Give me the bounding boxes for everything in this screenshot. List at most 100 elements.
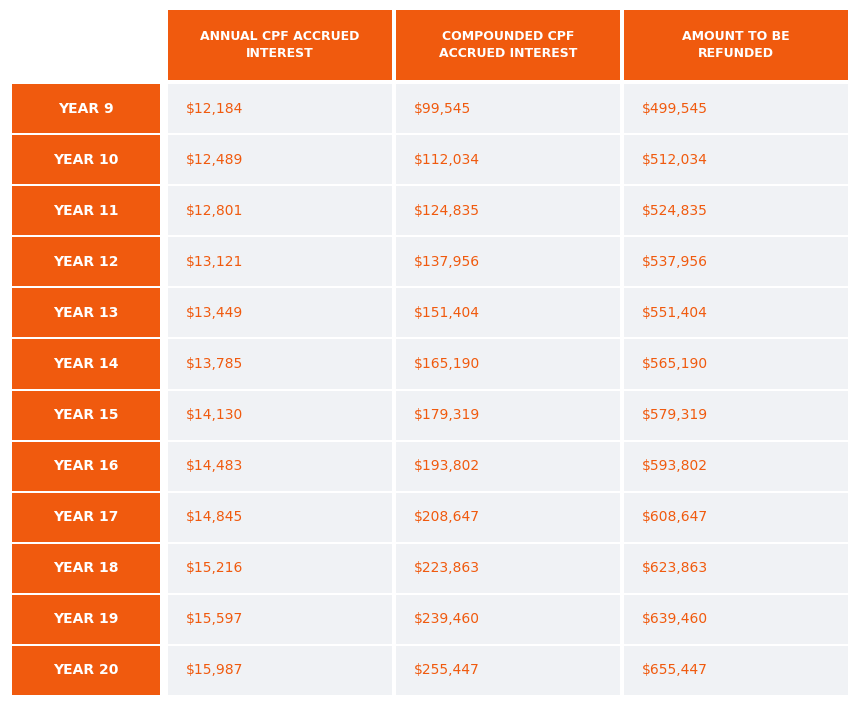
Text: $12,801: $12,801 xyxy=(186,204,243,218)
Bar xyxy=(168,84,392,133)
Bar xyxy=(624,288,848,338)
Text: $579,319: $579,319 xyxy=(642,408,708,422)
Text: $179,319: $179,319 xyxy=(414,408,480,422)
Bar xyxy=(12,544,160,593)
Text: $14,130: $14,130 xyxy=(186,408,243,422)
Text: $151,404: $151,404 xyxy=(414,306,480,320)
Text: AMOUNT TO BE
REFUNDED: AMOUNT TO BE REFUNDED xyxy=(682,30,789,60)
Text: $13,785: $13,785 xyxy=(186,357,243,371)
Bar xyxy=(12,493,160,541)
Bar xyxy=(396,238,620,286)
Bar xyxy=(12,84,160,133)
Bar xyxy=(396,339,620,388)
Text: $255,447: $255,447 xyxy=(414,663,480,678)
Text: ANNUAL CPF ACCRUED
INTEREST: ANNUAL CPF ACCRUED INTEREST xyxy=(200,30,359,60)
Text: $12,489: $12,489 xyxy=(186,152,243,166)
Bar xyxy=(12,646,160,695)
Text: $15,597: $15,597 xyxy=(186,613,243,626)
Bar xyxy=(168,595,392,644)
Bar xyxy=(624,441,848,491)
Bar xyxy=(624,595,848,644)
Bar xyxy=(396,595,620,644)
Bar xyxy=(168,186,392,235)
Text: $14,483: $14,483 xyxy=(186,459,243,473)
Text: $608,647: $608,647 xyxy=(642,510,708,525)
Text: $13,121: $13,121 xyxy=(186,255,243,269)
Bar xyxy=(396,646,620,695)
Bar xyxy=(396,441,620,491)
Text: $124,835: $124,835 xyxy=(414,204,480,218)
Text: YEAR 17: YEAR 17 xyxy=(53,510,119,525)
Bar xyxy=(12,135,160,184)
Text: $524,835: $524,835 xyxy=(642,204,708,218)
Text: $15,987: $15,987 xyxy=(186,663,243,678)
Text: $13,449: $13,449 xyxy=(186,306,243,320)
Text: YEAR 19: YEAR 19 xyxy=(53,613,119,626)
Bar xyxy=(396,493,620,541)
Text: $512,034: $512,034 xyxy=(642,152,708,166)
Bar xyxy=(168,238,392,286)
Text: $137,956: $137,956 xyxy=(414,255,480,269)
Bar xyxy=(396,10,620,80)
Text: $593,802: $593,802 xyxy=(642,459,708,473)
Text: $208,647: $208,647 xyxy=(414,510,480,525)
Text: YEAR 10: YEAR 10 xyxy=(53,152,119,166)
Bar xyxy=(12,186,160,235)
Bar xyxy=(168,288,392,338)
Bar xyxy=(396,186,620,235)
Bar xyxy=(168,391,392,440)
Bar xyxy=(624,135,848,184)
Bar xyxy=(396,288,620,338)
Text: $239,460: $239,460 xyxy=(414,613,480,626)
Bar xyxy=(396,135,620,184)
Text: COMPOUNDED CPF
ACCRUED INTEREST: COMPOUNDED CPF ACCRUED INTEREST xyxy=(439,30,577,60)
Bar xyxy=(12,288,160,338)
Text: $565,190: $565,190 xyxy=(642,357,708,371)
Bar xyxy=(624,493,848,541)
Text: $99,545: $99,545 xyxy=(414,102,471,116)
Bar xyxy=(12,441,160,491)
Bar xyxy=(12,339,160,388)
Bar xyxy=(168,135,392,184)
Text: $223,863: $223,863 xyxy=(414,561,480,575)
Text: $112,034: $112,034 xyxy=(414,152,480,166)
Bar xyxy=(624,10,848,80)
Text: YEAR 16: YEAR 16 xyxy=(53,459,119,473)
Text: $623,863: $623,863 xyxy=(642,561,708,575)
Bar xyxy=(396,84,620,133)
Bar xyxy=(168,544,392,593)
Text: $639,460: $639,460 xyxy=(642,613,708,626)
Bar xyxy=(168,646,392,695)
Bar xyxy=(168,339,392,388)
Bar xyxy=(168,10,392,80)
Text: $15,216: $15,216 xyxy=(186,561,243,575)
Text: YEAR 20: YEAR 20 xyxy=(53,663,119,678)
Bar xyxy=(624,646,848,695)
Bar xyxy=(168,441,392,491)
Bar xyxy=(624,84,848,133)
Text: YEAR 14: YEAR 14 xyxy=(53,357,119,371)
Bar xyxy=(624,339,848,388)
Bar xyxy=(12,595,160,644)
Text: YEAR 13: YEAR 13 xyxy=(53,306,119,320)
Text: $551,404: $551,404 xyxy=(642,306,708,320)
Text: $12,184: $12,184 xyxy=(186,102,243,116)
Text: $165,190: $165,190 xyxy=(414,357,480,371)
Bar xyxy=(624,544,848,593)
Text: $655,447: $655,447 xyxy=(642,663,708,678)
Bar xyxy=(624,186,848,235)
Text: $499,545: $499,545 xyxy=(642,102,708,116)
Text: YEAR 11: YEAR 11 xyxy=(53,204,119,218)
Bar xyxy=(624,238,848,286)
Bar xyxy=(168,493,392,541)
Bar xyxy=(12,391,160,440)
Bar xyxy=(12,238,160,286)
Text: $193,802: $193,802 xyxy=(414,459,480,473)
Text: YEAR 18: YEAR 18 xyxy=(53,561,119,575)
Bar xyxy=(624,391,848,440)
Text: $537,956: $537,956 xyxy=(642,255,708,269)
Text: YEAR 12: YEAR 12 xyxy=(53,255,119,269)
Text: YEAR 9: YEAR 9 xyxy=(58,102,114,116)
Bar xyxy=(396,544,620,593)
Text: YEAR 15: YEAR 15 xyxy=(53,408,119,422)
